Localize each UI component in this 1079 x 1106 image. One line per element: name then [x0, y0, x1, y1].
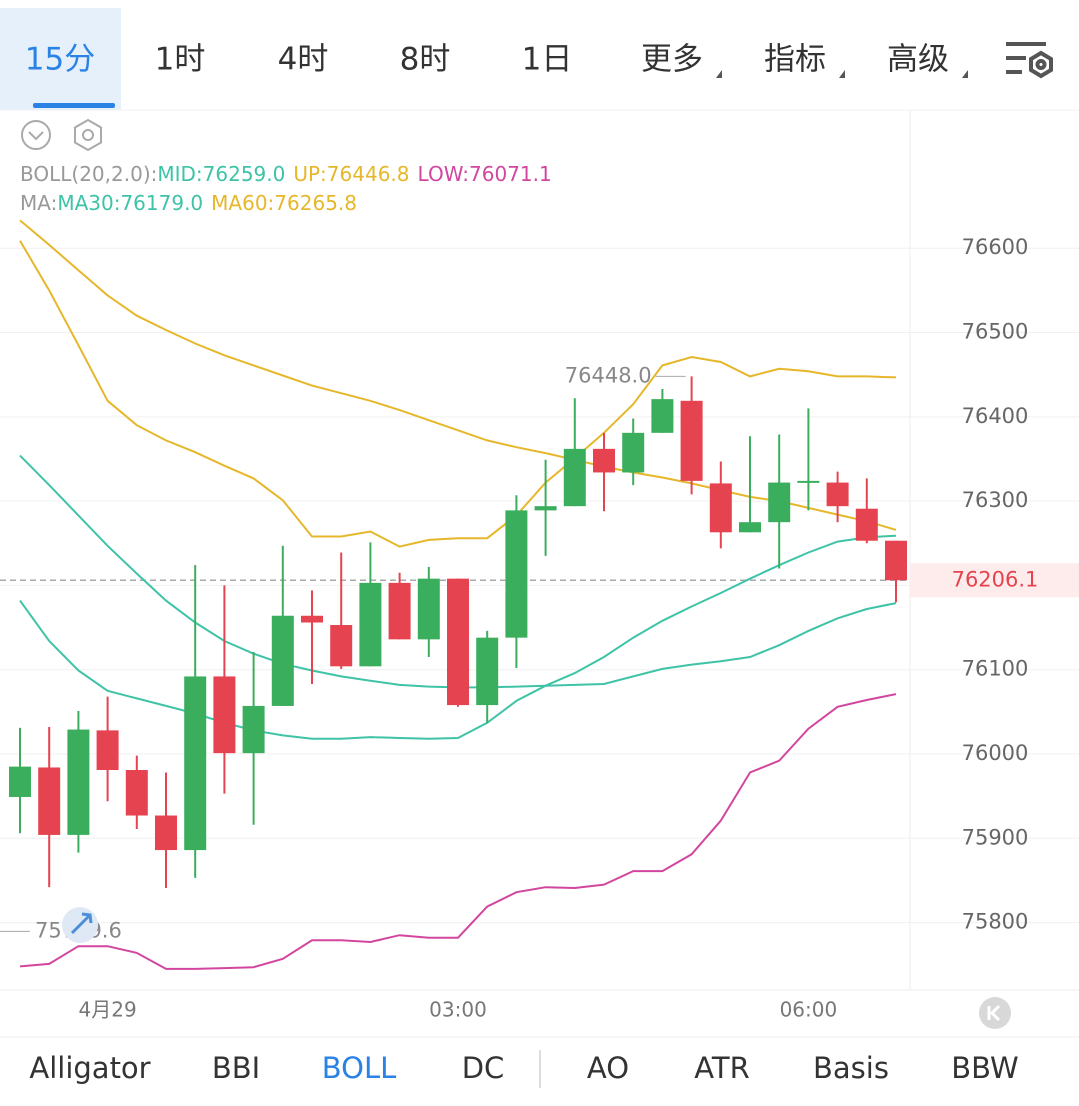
timeframe-tab[interactable]: 1时: [155, 42, 206, 78]
candle-body: [855, 508, 878, 541]
last-price-label: 76206.1: [952, 567, 1039, 591]
indicator-tab[interactable]: BBW: [951, 1051, 1018, 1085]
candle-body: [301, 615, 323, 623]
candle-body: [271, 615, 294, 706]
y-tick-label: 76100: [962, 657, 1029, 681]
y-tick-label: 76600: [962, 235, 1029, 259]
timeframe-tab[interactable]: 高级: [887, 42, 949, 78]
candle-body: [96, 730, 119, 770]
candle-body: [885, 540, 907, 581]
indicator-tab[interactable]: BOLL: [322, 1051, 397, 1085]
candle-body: [213, 676, 236, 754]
last-price-tag: [910, 563, 1079, 598]
x-tick-label: 06:00: [780, 998, 838, 1022]
indicator-line: [19, 693, 897, 970]
candle-body: [651, 399, 674, 433]
high-label: 76448.0: [565, 363, 652, 387]
settings-icon[interactable]: [1006, 42, 1053, 79]
indicator-tab[interactable]: Basis: [813, 1051, 889, 1085]
collapse-icon[interactable]: [21, 120, 51, 150]
candle-body: [242, 705, 265, 754]
indicator-tab[interactable]: DC: [462, 1051, 505, 1085]
candle-body: [9, 766, 31, 797]
candle-body: [38, 767, 61, 835]
indicator-legend: BOLL(20,2.0):MID:76259.0 UP:76446.8 LOW:76…: [20, 162, 552, 186]
indicator-bar: Alligator BBI BOLL DC AO ATR Basis BBW: [29, 1050, 1019, 1088]
candle-body: [593, 448, 615, 473]
expand-icon[interactable]: [62, 907, 98, 943]
candle-body: [67, 729, 90, 835]
legend-entry: UP:76446.8: [293, 162, 409, 186]
legend-entry: MA60:76265.8: [211, 191, 357, 215]
indicator-line: [19, 534, 897, 740]
y-tick-label: 76400: [962, 404, 1029, 428]
timeframe-tab[interactable]: 4时: [278, 42, 329, 78]
menu-caret: [716, 70, 722, 78]
y-tick-label: 76500: [962, 320, 1029, 344]
timeframe-tab[interactable]: 更多: [641, 42, 703, 78]
legend-group-label: BOLL(20,2.0):: [20, 162, 157, 186]
y-tick-label: 76300: [962, 488, 1029, 512]
timeframe-tab[interactable]: 15分: [25, 42, 95, 78]
candle-body: [797, 480, 820, 483]
candle-body: [563, 448, 586, 507]
timeframe-tab[interactable]: 8时: [400, 42, 451, 78]
candle-body: [709, 483, 732, 533]
y-tick-label: 75900: [962, 825, 1029, 849]
candle-body: [447, 578, 469, 706]
candle-body: [388, 582, 411, 640]
scroll-latest-button[interactable]: [979, 997, 1011, 1029]
candle-body: [680, 400, 703, 481]
candle-body: [125, 770, 148, 816]
candle-body: [768, 482, 791, 523]
menu-caret: [839, 70, 845, 78]
active-tab-indicator: [33, 103, 115, 108]
y-tick-label: 76000: [962, 741, 1029, 765]
candle-body: [155, 815, 177, 851]
indicator-legend: MA:MA30:76179.0 MA60:76265.8: [20, 191, 357, 215]
candle-body: [826, 482, 849, 507]
candle-body: [534, 506, 557, 511]
menu-caret: [962, 70, 968, 78]
plot: 7580075900760007610076200763007640076500…: [0, 110, 1079, 1022]
timeframe-tab[interactable]: 指标: [764, 42, 826, 78]
candle-body: [622, 432, 645, 473]
legend-group-label: MA:: [20, 191, 57, 215]
candle-body: [417, 578, 440, 640]
settings-gear-icon[interactable]: [74, 118, 102, 152]
candle-body: [184, 676, 207, 851]
y-tick-label: 75800: [962, 910, 1029, 934]
indicator-tab[interactable]: BBI: [212, 1051, 260, 1085]
candle-body: [330, 625, 353, 667]
legend-entry: MA30:76179.0: [57, 191, 203, 215]
timeframe-bar: 15分 1时 4时 8时 1日 更多 指标 高级: [0, 8, 968, 110]
x-tick-label: 03:00: [429, 998, 487, 1022]
candle-body: [505, 510, 528, 638]
active-tab-bg: [0, 8, 121, 110]
x-tick-label: 4月29: [79, 998, 137, 1022]
legend-entry: MID:76259.0: [157, 162, 285, 186]
indicator-tab[interactable]: AO: [587, 1051, 629, 1085]
indicator-tab[interactable]: ATR: [694, 1051, 749, 1085]
timeframe-tab[interactable]: 1日: [522, 42, 573, 78]
indicator-line: [19, 240, 897, 548]
indicator-tab[interactable]: Alligator: [29, 1051, 150, 1085]
candle-body: [359, 582, 382, 667]
candle-body: [476, 637, 499, 706]
candle-body: [739, 522, 761, 533]
legend-entry: LOW:76071.1: [418, 162, 552, 186]
